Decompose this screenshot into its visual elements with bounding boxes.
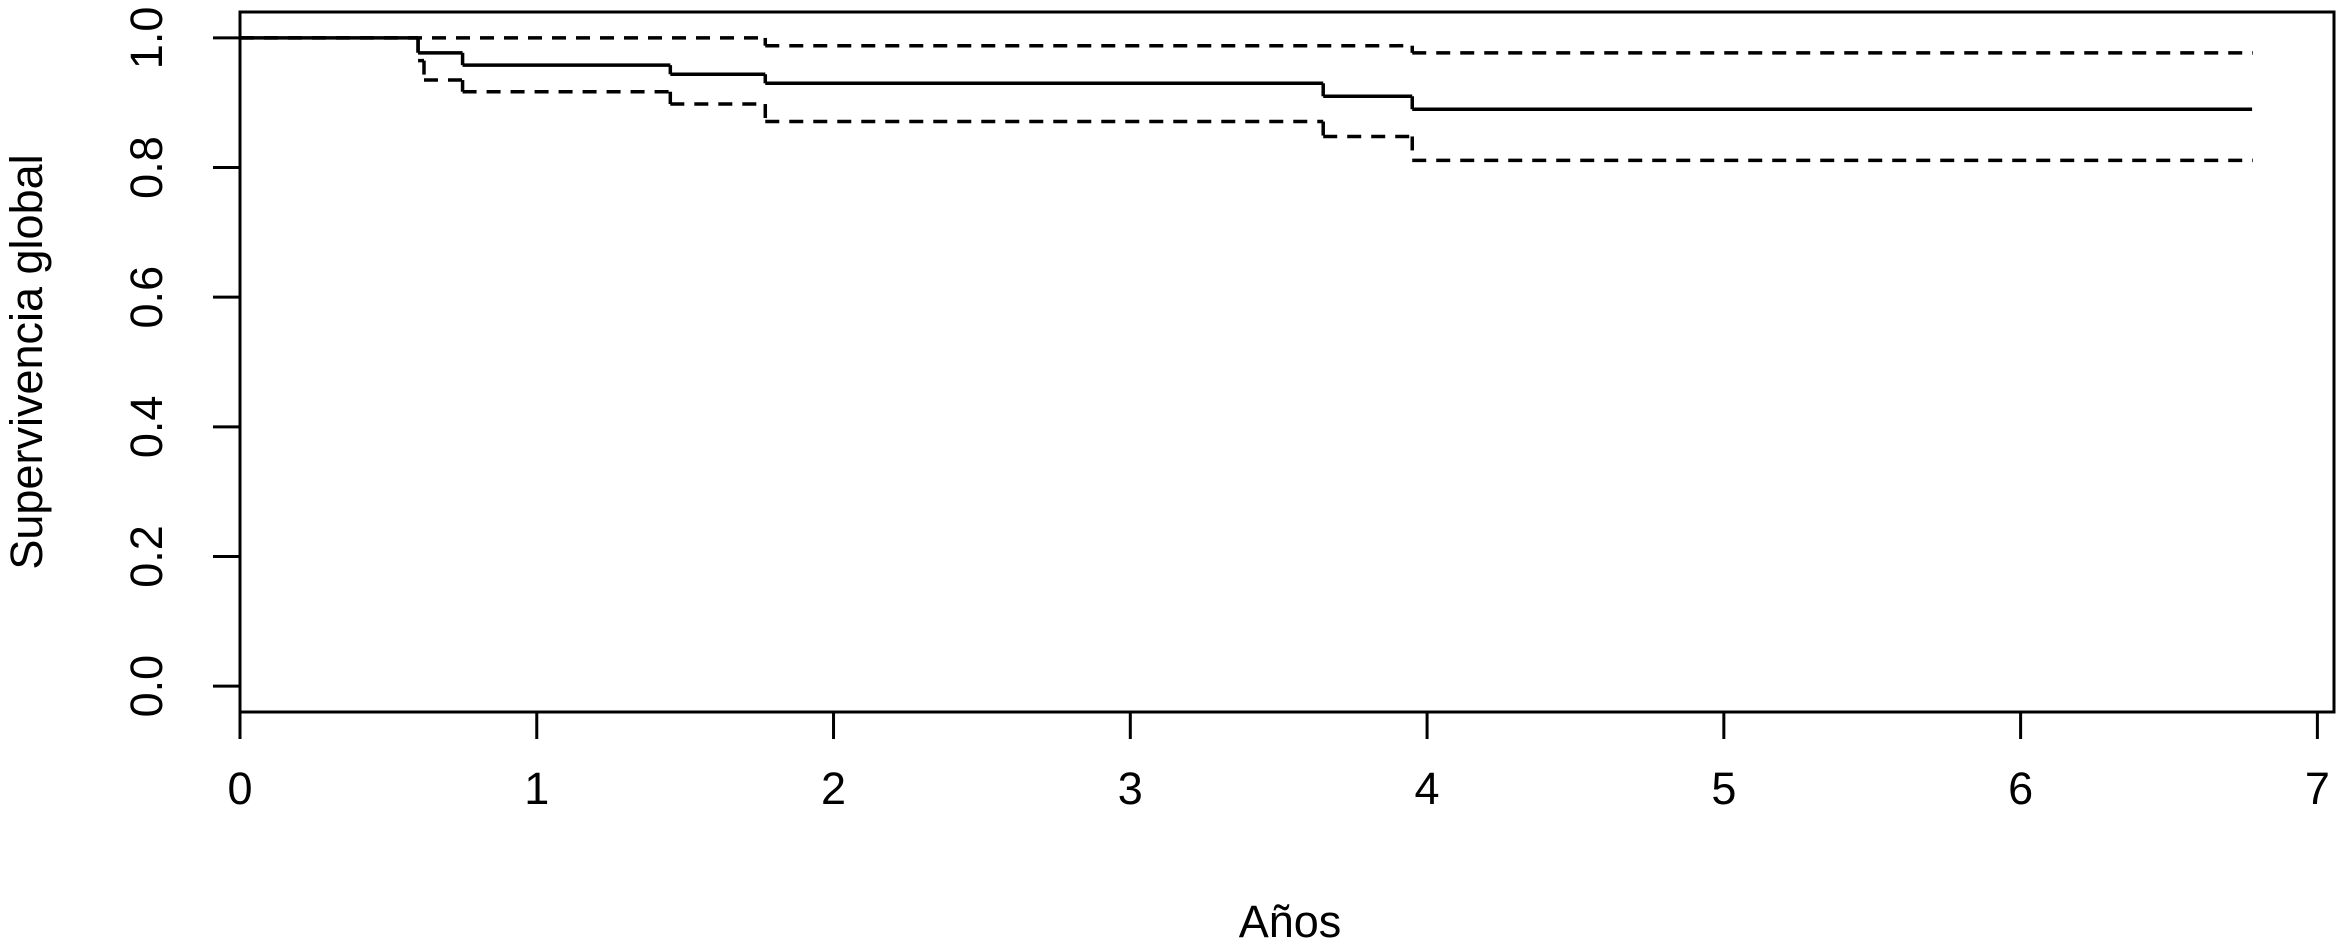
plot-frame	[238, 10, 2336, 714]
y-axis-title: Supervivencia global	[1, 154, 52, 569]
x-tick-label: 0	[227, 763, 252, 814]
x-tick-label: 3	[1118, 763, 1143, 814]
y-tick-label: 0.8	[121, 136, 172, 199]
y-tick-label: 0.0	[121, 655, 172, 718]
x-tick-label: 7	[2305, 763, 2330, 814]
y-tick-label: 1.0	[121, 7, 172, 70]
x-tick-label: 4	[1415, 763, 1440, 814]
x-tick-label: 5	[1711, 763, 1736, 814]
x-tick-label: 1	[524, 763, 549, 814]
y-tick-label: 0.6	[121, 266, 172, 329]
x-tick-label: 2	[821, 763, 846, 814]
x-axis-title: Años	[1239, 896, 1342, 947]
y-tick-label: 0.4	[121, 396, 172, 459]
y-tick-label: 0.2	[121, 525, 172, 588]
x-tick-label: 6	[2008, 763, 2033, 814]
